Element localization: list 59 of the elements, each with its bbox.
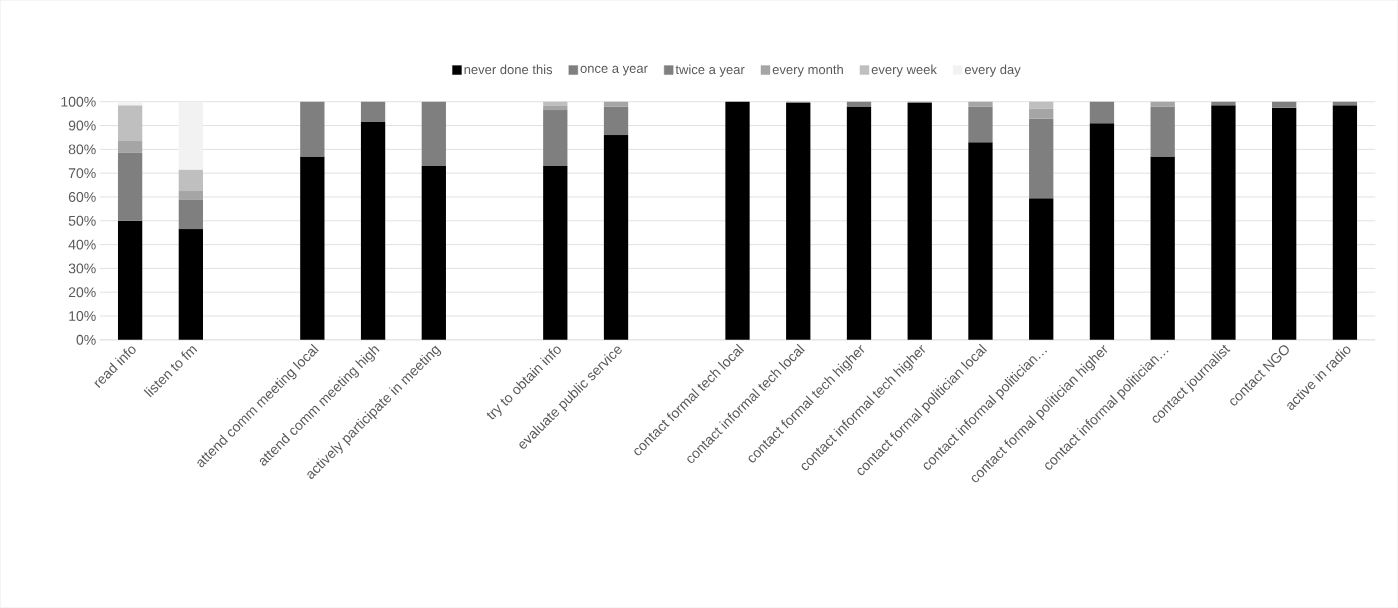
bar — [117, 105, 143, 142]
bar — [603, 106, 629, 136]
y-tick-label: 20% — [68, 287, 96, 298]
bar — [117, 141, 143, 154]
y-tick-label: 90% — [68, 120, 96, 131]
bar — [543, 166, 568, 341]
bar — [1272, 101, 1297, 108]
legend-label: every day — [964, 64, 1021, 77]
bar — [178, 169, 203, 192]
bar — [968, 101, 993, 107]
bar — [178, 191, 203, 200]
bar — [846, 106, 872, 341]
bar — [1029, 118, 1054, 199]
bar — [1272, 107, 1297, 341]
legend-label: every week — [871, 64, 937, 77]
y-tick-label: 30% — [68, 263, 96, 274]
y-tick-label: 100% — [61, 96, 96, 107]
bar — [421, 166, 446, 341]
legend-label: every month — [772, 64, 843, 77]
bar — [1150, 106, 1175, 157]
bar — [1089, 123, 1115, 341]
bar — [1029, 101, 1054, 110]
bar — [300, 101, 325, 157]
y-tick-label: 80% — [68, 144, 96, 155]
bar — [1332, 105, 1358, 341]
bar — [603, 135, 629, 341]
bar — [543, 110, 568, 167]
bar — [178, 229, 203, 341]
legend-label: never done this — [464, 64, 553, 75]
y-tick-label: 60% — [68, 192, 96, 203]
bar — [178, 101, 203, 170]
bar — [1089, 101, 1115, 124]
bar — [968, 106, 993, 143]
legend-label: once a year — [580, 65, 648, 76]
bar — [1150, 156, 1175, 341]
y-tick-label: 50% — [68, 215, 96, 226]
bar — [1150, 101, 1175, 107]
bar — [786, 103, 811, 341]
bar — [725, 101, 750, 341]
bar — [543, 105, 568, 111]
bar — [300, 156, 325, 341]
bar — [1029, 109, 1054, 119]
bar — [117, 220, 143, 341]
bar — [360, 101, 386, 123]
bar — [117, 153, 143, 221]
y-tick-label: 0% — [76, 335, 96, 345]
bar — [846, 101, 872, 107]
bar — [360, 122, 386, 341]
bar — [968, 142, 993, 341]
y-tick-label: 70% — [68, 168, 96, 179]
bar — [178, 199, 203, 230]
bar — [907, 103, 932, 341]
y-tick-label: 10% — [69, 311, 96, 322]
bar — [1211, 105, 1236, 341]
bar — [421, 101, 446, 167]
bar — [1029, 198, 1054, 341]
bar — [603, 101, 629, 107]
legend-label: twice a year — [675, 64, 745, 77]
y-tick-label: 40% — [68, 239, 96, 250]
